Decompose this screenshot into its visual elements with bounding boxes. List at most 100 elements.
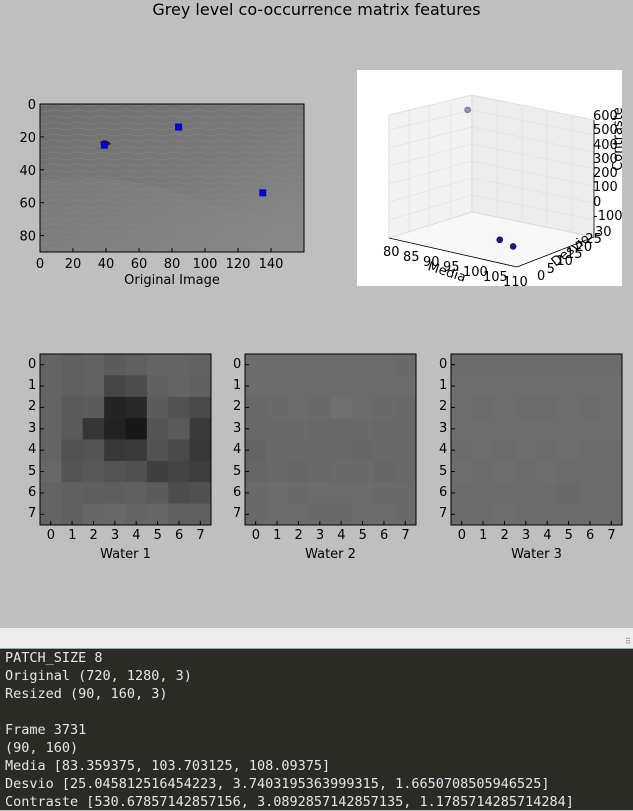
xtick-label: 85 [403,250,420,265]
patch-cell [394,503,417,526]
xtick-label: 140 [259,257,284,272]
patch-cell [245,418,267,440]
ytick-label: 6 [28,484,37,500]
patch-cell [600,418,623,440]
patch-cell [125,482,148,505]
patch-cell [287,418,310,440]
xtick-label: 100 [193,257,218,272]
patch-cell [40,460,62,483]
console-line: Frame 3731 [5,722,87,738]
scatter-point [509,243,517,250]
patch-cell [309,439,331,462]
xtick-label: 40 [98,257,115,272]
xtick-label: 6 [379,528,389,543]
patch-cell [579,396,602,419]
ytick-label: 3 [233,420,242,436]
patch-cell [61,482,84,505]
patch-cell [451,396,473,419]
ytick-label: 4 [439,442,448,458]
patch-cell [493,375,516,398]
patch-cell [245,396,267,419]
patch-cell [515,482,537,505]
xtick-label: 120 [226,257,251,272]
patch-cell [579,503,602,526]
xtick-label: 80 [164,257,181,272]
patch-cell [472,439,495,462]
patch-cell [61,354,84,376]
patch-cell [146,439,169,462]
xtick-label: 7 [401,528,410,543]
ztick-label: 600 [593,109,618,124]
patch-cell [472,503,495,526]
patch-cell [309,396,331,419]
resize-grip-icon[interactable]: ⠿ [625,637,631,646]
patch-cell [451,354,473,376]
patch-cell [330,354,353,376]
patch-image [450,353,623,526]
patch-cell [61,503,84,526]
patch-cell [309,354,331,376]
patch-cell [472,375,495,398]
patch-label: Water 2 [305,547,356,562]
patch-cell [61,460,84,483]
panel-divider[interactable]: ⠿ [0,628,633,649]
ytick-label: 7 [233,506,242,522]
patch-cell [168,503,191,526]
xtick-label: 0 [457,528,466,543]
xtick-label: 5 [564,528,573,543]
patch-cell [472,354,495,376]
patch-cell [536,503,559,526]
xtick-label: 1 [479,528,488,543]
patch-cell [40,503,62,526]
patch-cell [82,354,105,376]
patch-cell [373,375,396,398]
patch-label: Water 1 [100,547,151,562]
patch-cell [82,396,105,419]
patch-cell [394,460,417,483]
patch-cell [515,439,537,462]
console-output[interactable]: PATCH_SIZE 8 Original (720, 1280, 3) Resiz… [0,649,633,810]
patch-border [244,353,417,526]
patch-cell [287,439,310,462]
patch-cell [557,354,580,376]
patch-cell [40,482,62,505]
console-line: PATCH_SIZE 8 [5,650,103,666]
xtick-label: 4 [132,528,141,543]
patch-cell [287,460,310,483]
patch-cell [146,460,169,483]
patch-cell [330,375,353,398]
patch-cell [245,482,267,505]
patch-cell [266,482,289,505]
patch-cell [104,354,126,376]
patch-cell [168,439,191,462]
patch-cell [536,460,559,483]
xtick-label: 5 [153,528,162,543]
xtick-label: 3 [521,528,531,543]
xtick-label: 4 [543,528,552,543]
patch-cell [536,375,559,398]
ytick-label: 60 [19,197,36,212]
patch-location-marker [100,141,108,149]
patch-cell [40,439,62,462]
figure-window: Grey level co-occurrence matrix features… [19,0,626,562]
scatter-point [496,236,504,244]
patch-cell [309,375,331,398]
ytick-label: 1 [439,378,448,394]
patch-cell [168,354,191,376]
patch-cell [351,354,374,376]
patch-cell [189,460,212,483]
patch-cell [266,439,289,462]
xtick-label: 1 [68,528,77,543]
patch-cell [330,460,353,483]
ytick-label: 4 [233,442,242,458]
patch-cell [394,439,417,462]
patch-image [244,353,417,526]
scatter-3d-plot [387,94,596,268]
patch-cell [493,460,516,483]
patch-cell [351,439,374,462]
patch-cell [309,503,331,526]
patch-cell [287,503,310,526]
original-image-plot: 0 20 40 60 80 100 120 140 0 20 40 60 80 [19,98,305,272]
patch-cell [536,482,559,505]
ytick-label: 10 [556,254,573,270]
